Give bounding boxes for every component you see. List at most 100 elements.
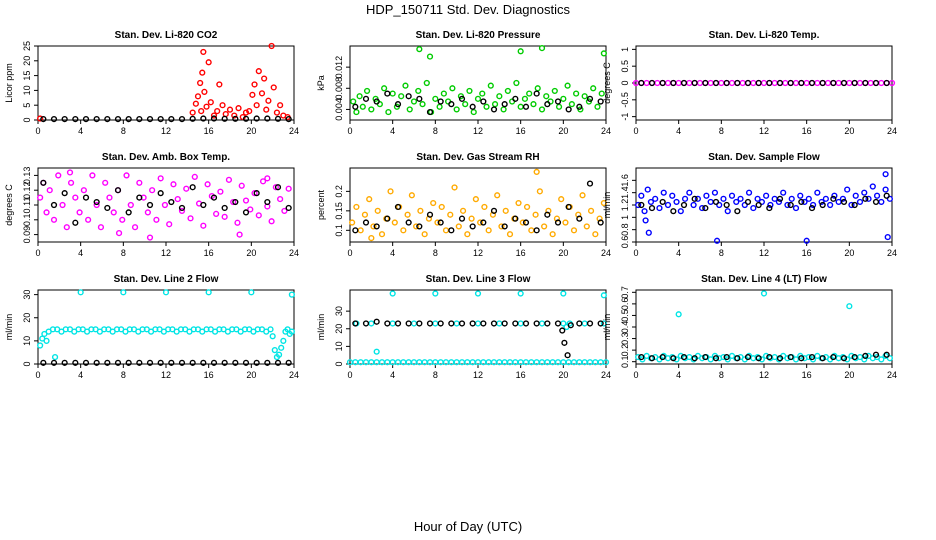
data-point bbox=[690, 201, 697, 209]
y-tick-label: 0.3 bbox=[620, 332, 630, 345]
data-point bbox=[357, 227, 364, 234]
data-point bbox=[72, 219, 79, 226]
data-point bbox=[851, 353, 858, 361]
data-point bbox=[579, 192, 586, 199]
data-point bbox=[519, 219, 526, 226]
data-point bbox=[200, 222, 207, 229]
data-point bbox=[242, 209, 250, 216]
panel-title: Stan. Dev. Li-820 CO2 bbox=[115, 30, 218, 41]
data-point bbox=[872, 198, 880, 206]
data-point bbox=[728, 79, 736, 87]
data-point bbox=[438, 203, 445, 211]
data-point bbox=[886, 355, 893, 362]
y-tick-label: 0.1 bbox=[620, 355, 630, 368]
data-point bbox=[247, 206, 254, 213]
data-point bbox=[265, 97, 272, 104]
y-tick-label: 0.2 bbox=[334, 185, 344, 198]
data-point bbox=[374, 207, 381, 214]
data-point bbox=[583, 223, 590, 230]
data-point bbox=[670, 355, 677, 362]
panel-title: Stan. Dev. Gas Stream RH bbox=[416, 152, 539, 163]
data-point bbox=[691, 79, 698, 87]
data-point bbox=[680, 353, 688, 361]
data-point bbox=[534, 85, 541, 92]
data-point bbox=[203, 103, 210, 110]
data-point bbox=[387, 188, 394, 195]
data-point bbox=[72, 116, 79, 123]
data-point bbox=[277, 195, 284, 203]
data-point bbox=[350, 98, 357, 105]
y-tick-label: -0.5 bbox=[620, 92, 630, 108]
y-tick-label: 0.8 bbox=[620, 223, 630, 236]
data-point bbox=[703, 192, 710, 199]
data-point bbox=[680, 201, 688, 209]
data-point bbox=[273, 109, 281, 116]
y-tick-label: 20 bbox=[334, 324, 344, 334]
x-axis-title: Hour of Day (UTC) bbox=[414, 519, 522, 534]
data-point bbox=[798, 198, 805, 206]
data-point bbox=[275, 351, 283, 358]
data-point bbox=[570, 227, 578, 234]
x-tick-label: 16 bbox=[802, 248, 812, 258]
data-point bbox=[702, 353, 709, 361]
data-point bbox=[166, 221, 173, 228]
data-point bbox=[221, 204, 228, 212]
x-tick-label: 4 bbox=[390, 370, 395, 380]
data-point bbox=[766, 204, 773, 212]
y-tick-label: 0.5 bbox=[620, 60, 630, 73]
data-point bbox=[500, 106, 507, 113]
data-point bbox=[512, 215, 519, 222]
data-point bbox=[200, 201, 207, 209]
data-point bbox=[797, 192, 804, 199]
data-point bbox=[788, 195, 795, 202]
data-point bbox=[728, 192, 736, 199]
data-point bbox=[659, 353, 666, 361]
data-point bbox=[530, 101, 537, 108]
data-point bbox=[558, 196, 565, 203]
data-point bbox=[559, 327, 566, 334]
data-point bbox=[862, 79, 869, 87]
data-point bbox=[528, 227, 535, 234]
data-point bbox=[787, 79, 794, 87]
data-point bbox=[543, 93, 550, 100]
data-point bbox=[93, 359, 100, 366]
data-point bbox=[274, 115, 282, 122]
y-axis-label: Licor ppm bbox=[4, 63, 14, 103]
data-point bbox=[846, 303, 853, 310]
data-point bbox=[814, 79, 821, 87]
data-point bbox=[515, 199, 522, 207]
data-point bbox=[712, 355, 720, 362]
data-point bbox=[496, 93, 503, 100]
data-point bbox=[707, 79, 714, 87]
data-point bbox=[144, 209, 151, 216]
data-point bbox=[447, 211, 454, 218]
data-point bbox=[449, 85, 456, 92]
data-point bbox=[197, 79, 204, 87]
data-point bbox=[696, 79, 704, 87]
x-tick-label: 16 bbox=[802, 370, 812, 380]
data-point bbox=[436, 103, 443, 110]
data-point bbox=[882, 186, 889, 193]
data-point bbox=[201, 88, 208, 95]
data-point bbox=[222, 110, 229, 118]
chart-panel-9: Stan. Dev. Line 4 (LT) Flow 0 4 8 12 16 20 24 0.… bbox=[602, 274, 897, 380]
data-point bbox=[458, 320, 466, 327]
data-point bbox=[120, 289, 127, 296]
x-tick-label: 4 bbox=[78, 370, 83, 380]
data-point bbox=[549, 231, 556, 238]
data-point bbox=[187, 215, 194, 222]
data-point bbox=[675, 79, 682, 87]
data-point bbox=[37, 342, 44, 349]
data-point bbox=[200, 359, 207, 366]
data-point bbox=[389, 290, 396, 297]
y-tick-label: 0.1 bbox=[334, 224, 344, 237]
data-point bbox=[210, 115, 218, 122]
data-point bbox=[600, 320, 607, 327]
data-point bbox=[373, 223, 380, 230]
data-point bbox=[766, 79, 773, 87]
data-point bbox=[750, 79, 757, 87]
data-point bbox=[448, 320, 455, 327]
y-tick-label: 10 bbox=[22, 85, 32, 95]
data-point bbox=[378, 231, 386, 238]
data-point bbox=[758, 356, 765, 363]
